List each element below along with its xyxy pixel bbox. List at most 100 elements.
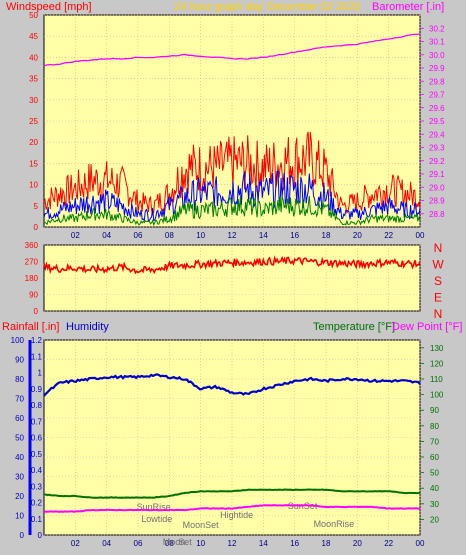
rainfall-y-tick-label: 0.4 (31, 466, 43, 475)
wind-x-tick-label: 00 (416, 231, 425, 240)
event-label: Moon (163, 537, 186, 547)
humidity-y-tick-label: 0 (20, 531, 25, 540)
wind-x-tick-label: 08 (165, 231, 174, 240)
temperature-y-tick-label: 120 (430, 359, 444, 368)
temperature-y-tick-label: 80 (430, 422, 439, 431)
rainfall-y-tick-label: 0.1 (31, 515, 43, 524)
dewpoint-line (43, 504, 421, 513)
climate-chart: 010203040506070809010000.10.20.30.40.50.… (11, 336, 444, 548)
wind-y-tick-label: 30 (29, 96, 38, 105)
climate-x-tick-label: 14 (259, 539, 268, 548)
wind-y-tick-label: 10 (29, 181, 38, 190)
temperature-y-tick-label: 30 (430, 500, 439, 509)
wind-avg-line (43, 169, 421, 222)
direction-y-tick-label: 360 (25, 241, 39, 250)
direction-y-tick-label: 270 (25, 258, 39, 267)
barometer-y-tick-label: 29.6 (429, 104, 445, 113)
climate-x-tick-label: 10 (196, 539, 205, 548)
wind-x-tick-label: 02 (71, 231, 80, 240)
wind-x-tick-label: 04 (102, 231, 111, 240)
climate-x-tick-label: 06 (134, 539, 143, 548)
climate-x-tick-label: 18 (322, 539, 331, 548)
rainfall-y-tick-label: 0.6 (31, 434, 43, 443)
rainfall-y-tick-label: 0.7 (31, 417, 43, 426)
wind-y-tick-label: 35 (29, 75, 38, 84)
wind-x-tick-label: 12 (228, 231, 237, 240)
event-label: MoonSet (183, 520, 220, 530)
climate-x-tick-label: 16 (290, 539, 299, 548)
wind-y-tick-label: 45 (29, 32, 38, 41)
event-label: Lowtide (141, 514, 172, 524)
wind-y-tick-label: 20 (29, 138, 38, 147)
compass-label: N (434, 241, 443, 255)
graph-date-label: December 02 2020 (267, 1, 361, 13)
temperature-y-tick-label: 70 (430, 437, 439, 446)
compass-label: S (434, 274, 442, 288)
humidity-y-tick-label: 100 (11, 336, 25, 345)
humidity-y-tick-label: 90 (15, 356, 24, 365)
temperature-y-tick-label: 90 (430, 406, 439, 415)
wind-y-tick-label: 50 (29, 11, 38, 20)
wind-y-tick-label: 0 (34, 223, 39, 232)
event-label: SunRise (137, 502, 171, 512)
humidity-y-tick-label: 40 (15, 453, 24, 462)
direction-y-tick-label: 90 (29, 291, 38, 300)
wind-x-tick-label: 10 (196, 231, 205, 240)
wind-x-tick-label: 20 (353, 231, 362, 240)
temperature-y-tick-label: 20 (430, 515, 439, 524)
event-label: MoonRise (314, 519, 355, 529)
wind-gust-line (43, 131, 421, 217)
barometer-y-tick-label: 30.2 (429, 24, 445, 33)
wind-y-tick-label: 25 (29, 117, 38, 126)
humidity-y-tick-label: 80 (15, 375, 24, 384)
climate-x-tick-label: 00 (416, 539, 425, 548)
climate-x-tick-label: 02 (71, 539, 80, 548)
barometer-y-tick-label: 29.8 (429, 77, 445, 86)
temperature-y-tick-label: 50 (430, 469, 439, 478)
barometer-y-tick-label: 29.7 (429, 91, 445, 100)
compass-label: W (432, 258, 444, 272)
temperature-y-tick-label: 40 (430, 484, 439, 493)
barometer-y-tick-label: 28.9 (429, 197, 445, 206)
barometer-y-tick-label: 29.9 (429, 64, 445, 73)
humidity-y-tick-label: 20 (15, 492, 24, 501)
compass-label: N (434, 307, 443, 321)
barometer-y-tick-label: 29.0 (429, 183, 445, 192)
humidity-y-tick-label: 70 (15, 395, 24, 404)
barometer-line (43, 33, 421, 67)
temperature-y-tick-label: 130 (430, 344, 444, 353)
climate-x-tick-label: 04 (102, 539, 111, 548)
temperature-y-tick-label: 60 (430, 453, 439, 462)
barometer-y-tick-label: 28.8 (429, 210, 445, 219)
rainfall-y-tick-label: 0.8 (31, 401, 43, 410)
rainfall-y-tick-label: 1.2 (31, 336, 43, 345)
barometer-y-tick-label: 30.1 (429, 38, 445, 47)
rainfall-y-tick-label: 0.2 (31, 499, 43, 508)
wind-y-tick-label: 5 (34, 202, 39, 211)
rainfall-y-tick-label: 0.9 (31, 385, 43, 394)
climate-x-tick-label: 12 (228, 539, 237, 548)
humidity-y-tick-label: 10 (15, 512, 24, 521)
rainfall-y-tick-label: 0.3 (31, 482, 43, 491)
barometer-y-tick-label: 29.1 (429, 170, 445, 179)
wind-chart: 0 5 10 15 20 25 30 35 40 45 50 28.8 28.9 29.0 29.1 29.2… (29, 11, 445, 240)
event-label: Set (178, 537, 192, 547)
wind-x-tick-label: 16 (290, 231, 299, 240)
humidity-line (43, 373, 421, 397)
windspeed-axis-title: Windspeed [mph] (6, 1, 92, 13)
rainfall-y-tick-label: 1.1 (31, 352, 43, 361)
rainfall-y-tick-label: 1 (38, 369, 43, 378)
compass-label: E (434, 291, 442, 305)
barometer-y-tick-label: 30.0 (429, 51, 445, 60)
wind-x-tick-label: 22 (384, 231, 393, 240)
rainfall-y-tick-label: 0 (38, 531, 43, 540)
humidity-axis-title: Humidity (66, 321, 109, 333)
direction-y-tick-label: 180 (25, 274, 39, 283)
rainfall-y-tick-label: 0.5 (31, 450, 43, 459)
barometer-y-tick-label: 29.4 (429, 130, 445, 139)
humidity-y-tick-label: 30 (15, 473, 24, 482)
wind-y-tick-label: 40 (29, 53, 38, 62)
